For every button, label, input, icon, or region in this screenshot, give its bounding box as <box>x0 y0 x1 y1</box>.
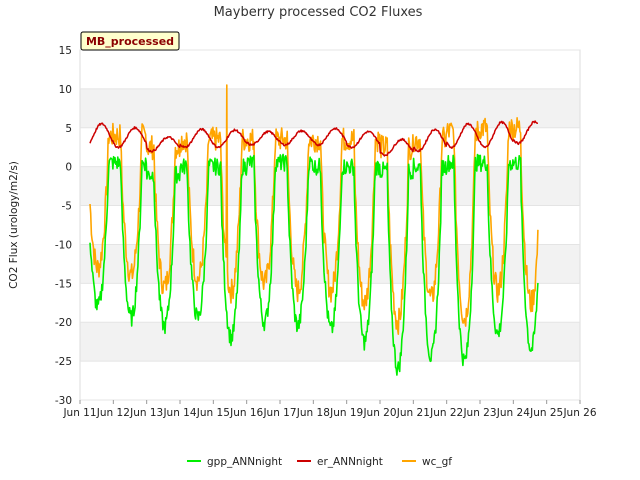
x-tick-label: Jun 17 <box>262 407 296 419</box>
x-tick-label: Jun 15 <box>196 407 230 419</box>
x-tick-label: Jun 25 <box>529 407 563 419</box>
x-tick-label: Jun 14 <box>162 407 196 419</box>
series-line-er_ANNnight <box>89 120 538 157</box>
x-tick-label: Jun 13 <box>129 407 163 419</box>
y-axis-label: CO2 Flux (urology/m2/s) <box>8 161 20 289</box>
plot-bands <box>80 88 580 362</box>
series-line-wc_gf <box>89 84 539 335</box>
badge: MB_processed <box>80 31 180 51</box>
x-tick-label: Jun 23 <box>462 407 496 419</box>
plot-band <box>80 322 580 362</box>
legend: gpp_ANNnight er_ANNnight wc_gf <box>187 456 452 468</box>
plot-band <box>80 166 580 206</box>
legend-label-er_ANNnight: er_ANNnight <box>317 456 383 468</box>
x-tick-label: Jun 22 <box>429 407 463 419</box>
badge-box <box>80 31 180 51</box>
badge-label: MB_processed <box>86 35 174 48</box>
x-axis-ticks: Jun 11 Jun 12 Jun 13 Jun 14 Jun 15 Jun 16 Jun … <box>62 400 597 419</box>
chart-title: Mayberry processed CO2 Fluxes <box>214 5 423 20</box>
plot-band <box>80 88 580 128</box>
x-tick-label: Jun 24 <box>496 407 530 419</box>
x-tick-label: Jun 19 <box>329 407 363 419</box>
y-tick-label: 5 <box>65 123 72 135</box>
x-tick-label: Jun 26 <box>562 407 596 419</box>
legend-label-gpp_ANNnight: gpp_ANNnight <box>207 456 282 468</box>
x-tick-label: Jun 16 <box>229 407 263 419</box>
y-tick-label: -20 <box>55 317 72 329</box>
y-tick-label: -15 <box>55 278 72 290</box>
y-axis-ticks: 15 10 5 0 -5 -10 -15 -20 -25 -30 <box>55 45 72 407</box>
x-tick-label: Jun 18 <box>296 407 330 419</box>
y-tick-label: 0 <box>65 162 72 174</box>
x-tick-label: Jun 20 <box>362 407 396 419</box>
x-tick-label: Jun 21 <box>396 407 430 419</box>
series-layer <box>89 84 539 376</box>
y-tick-label: 10 <box>59 84 72 96</box>
legend-label-wc_gf: wc_gf <box>422 456 452 468</box>
y-tick-label: -5 <box>62 201 72 213</box>
x-tick-label: Jun 11 <box>62 407 96 419</box>
y-tick-label: 15 <box>59 45 72 57</box>
series-line-gpp_ANNnight <box>89 153 539 376</box>
x-tick-label: Jun 12 <box>96 407 130 419</box>
y-tick-label: -10 <box>55 239 72 251</box>
y-tick-label: -25 <box>55 356 72 368</box>
y-tick-label: -30 <box>55 395 72 407</box>
